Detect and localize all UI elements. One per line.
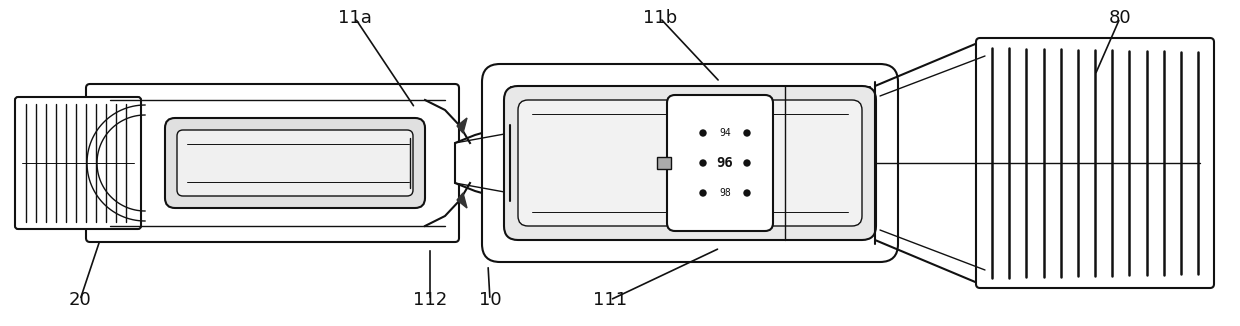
FancyBboxPatch shape bbox=[482, 64, 898, 262]
Text: 11a: 11a bbox=[339, 9, 372, 27]
Circle shape bbox=[744, 190, 750, 196]
FancyBboxPatch shape bbox=[86, 84, 459, 242]
Text: 10: 10 bbox=[479, 291, 501, 309]
FancyBboxPatch shape bbox=[177, 130, 413, 196]
Polygon shape bbox=[455, 125, 510, 201]
Text: 80: 80 bbox=[1109, 9, 1131, 27]
Text: 11b: 11b bbox=[642, 9, 677, 27]
Text: 96: 96 bbox=[717, 156, 733, 170]
Text: 111: 111 bbox=[593, 291, 627, 309]
Circle shape bbox=[701, 130, 706, 136]
Circle shape bbox=[744, 160, 750, 166]
FancyBboxPatch shape bbox=[15, 97, 141, 229]
FancyBboxPatch shape bbox=[518, 100, 862, 226]
Circle shape bbox=[744, 130, 750, 136]
FancyBboxPatch shape bbox=[165, 118, 425, 208]
FancyBboxPatch shape bbox=[503, 86, 875, 240]
Polygon shape bbox=[458, 193, 467, 208]
Text: 112: 112 bbox=[413, 291, 448, 309]
Circle shape bbox=[701, 190, 706, 196]
Text: 98: 98 bbox=[719, 188, 730, 198]
FancyBboxPatch shape bbox=[667, 95, 773, 231]
Text: 94: 94 bbox=[719, 128, 730, 138]
Bar bbox=[657, 157, 671, 169]
Text: 20: 20 bbox=[68, 291, 92, 309]
FancyBboxPatch shape bbox=[976, 38, 1214, 288]
Polygon shape bbox=[458, 118, 467, 133]
Circle shape bbox=[701, 160, 706, 166]
